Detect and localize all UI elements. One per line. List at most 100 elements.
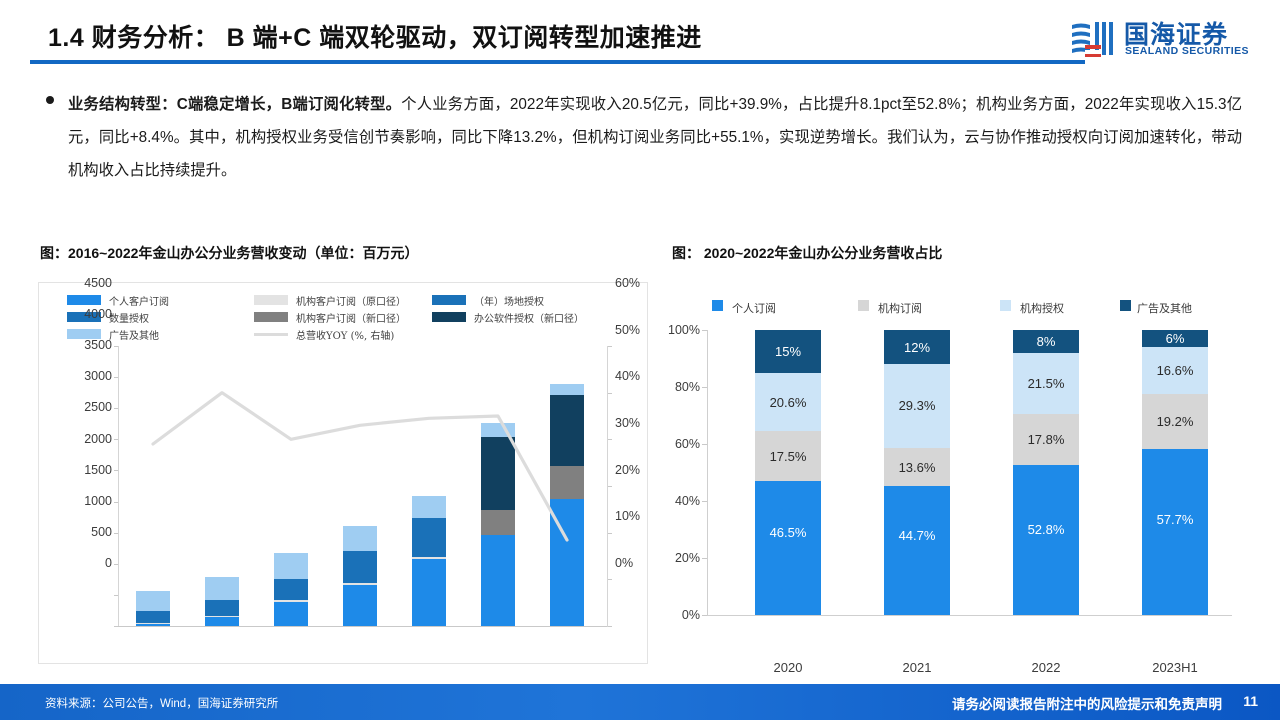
ytick-3500: 3500 bbox=[84, 338, 112, 353]
x-axis-line bbox=[118, 626, 607, 627]
share-xlabel-2021: 2021 bbox=[902, 660, 932, 675]
ytick-60pct: 60% bbox=[674, 437, 700, 451]
share-seg-inst-sub-2021: 13.6% bbox=[884, 447, 950, 487]
share-seg-ads-2021: 12% bbox=[884, 330, 950, 365]
legend-label-personal-subscription: 个人订阅 bbox=[732, 302, 776, 315]
legend-swatch-institution-subscription bbox=[858, 300, 869, 311]
legend-label-site-license: （年）场地授权 bbox=[474, 297, 544, 308]
right-chart-y-axis-line bbox=[707, 330, 708, 616]
share-seg-ads-2022: 8% bbox=[1013, 330, 1079, 353]
legend-swatch-personal-sub bbox=[67, 295, 101, 305]
legend-swatch-personal-subscription bbox=[712, 300, 723, 311]
left-y-axis: 0 500 1000 1500 2000 2500 3000 3500 4000… bbox=[39, 276, 118, 570]
ytick-1000: 1000 bbox=[84, 493, 112, 508]
left-y-axis-line bbox=[118, 346, 119, 627]
share-seg-personal-2020: 46.5% bbox=[755, 481, 821, 615]
ytick-500: 500 bbox=[91, 524, 112, 539]
ytick-3000: 3000 bbox=[84, 369, 112, 384]
share-seg-inst-license-2020: 20.6% bbox=[755, 372, 821, 432]
legend-label-inst-sub-old: 机构客户订阅（原口径） bbox=[296, 297, 406, 308]
left-tick-group bbox=[114, 346, 118, 627]
logo-english-name: SEALAND SECURITIES bbox=[1125, 45, 1249, 57]
bar-2016[interactable] bbox=[136, 590, 170, 626]
legend-swatch-site-license bbox=[432, 295, 466, 305]
yoy-line-series bbox=[151, 391, 569, 542]
share-seg-ads-2020: 15% bbox=[755, 330, 821, 373]
share-xlabel-2020: 2020 bbox=[773, 660, 803, 675]
share-seg-inst-sub-2022: 17.8% bbox=[1013, 414, 1079, 465]
right-chart-x-axis-line bbox=[707, 615, 1232, 616]
y2tick-50: 50% bbox=[615, 322, 641, 337]
legend-label-volume-license: 数量授权 bbox=[109, 314, 149, 325]
ytick-4500: 4500 bbox=[84, 276, 112, 290]
share-seg-inst-sub-2023h1: 19.2% bbox=[1142, 394, 1208, 450]
bar-2020[interactable] bbox=[412, 495, 446, 626]
legend-swatch-office-license-new bbox=[432, 312, 466, 322]
share-bar-2021[interactable]: 12% 29.3% 13.6% 44.7% bbox=[884, 330, 950, 615]
bullet-point-icon bbox=[46, 96, 54, 104]
bar-2021[interactable] bbox=[481, 423, 515, 626]
right-tick-group bbox=[608, 346, 612, 627]
legend-label-ads-other: 广告及其他 bbox=[109, 331, 159, 342]
y2tick-0: 0% bbox=[615, 556, 634, 570]
ytick-0: 0 bbox=[105, 556, 112, 570]
sealand-logo-icon bbox=[1072, 22, 1113, 57]
right-chart-panel: 个人订阅 机构订阅 机构授权 广告及其他 0% 20% 40% 60% 80% … bbox=[660, 292, 1250, 675]
share-bar-2023h1[interactable]: 6% 16.6% 19.2% 57.7% bbox=[1142, 330, 1208, 615]
right-y-axis: 0% 10% 20% 30% 40% 50% 60% bbox=[607, 276, 653, 570]
legend-swatch-institution-license bbox=[1000, 300, 1011, 311]
footer-disclaimer: 请务必阅读报告附注中的风险提示和免责声明 bbox=[952, 697, 1222, 712]
right-y-axis-line bbox=[607, 346, 608, 627]
share-xlabel-2022: 2022 bbox=[1031, 660, 1061, 675]
analysis-bullet: 业务结构转型：C端稳定增长，B端订阅化转型。个人业务方面，2022年实现收入20… bbox=[46, 88, 1242, 187]
ytick-4000: 4000 bbox=[84, 307, 112, 322]
legend-label-institution-license: 机构授权 bbox=[1020, 302, 1064, 315]
left-chart-panel: 个人客户订阅 数量授权 广告及其他 机构客户订阅（原口径） 机构客户订阅（新口径… bbox=[38, 276, 648, 708]
legend-swatch-advertising-other bbox=[1120, 300, 1131, 311]
share-seg-inst-license-2023h1: 16.6% bbox=[1142, 347, 1208, 395]
legend-swatch-inst-sub-new bbox=[254, 312, 288, 322]
legend-swatch-yoy-line bbox=[254, 333, 288, 336]
share-seg-inst-license-2021: 29.3% bbox=[884, 364, 950, 448]
ytick-80pct: 80% bbox=[674, 380, 700, 394]
ytick-40pct: 40% bbox=[674, 494, 700, 508]
legend-swatch-inst-sub-old bbox=[254, 295, 288, 305]
share-seg-inst-sub-2020: 17.5% bbox=[755, 431, 821, 482]
right-chart-y-axis: 0% 20% 40% 60% 80% 100% bbox=[660, 323, 707, 622]
bar-2019[interactable] bbox=[343, 525, 377, 626]
ytick-2500: 2500 bbox=[84, 400, 112, 415]
page-header: 1.4 财务分析： B 端+C 端双轮驱动，双订阅转型加速推进 国海证券 SEA… bbox=[0, 0, 1280, 70]
page-footer: 资料来源：公司公告，Wind，国海证券研究所 请务必阅读报告附注中的风险提示和免… bbox=[0, 684, 1280, 720]
footer-source: 资料来源：公司公告，Wind，国海证券研究所 bbox=[45, 698, 279, 710]
header-divider bbox=[30, 60, 1085, 64]
y2tick-60: 60% bbox=[615, 276, 641, 290]
y2tick-30: 30% bbox=[615, 416, 641, 430]
legend-label-personal-sub: 个人客户订阅 bbox=[109, 297, 169, 308]
footer-page-number: 11 bbox=[1243, 693, 1258, 709]
ytick-100pct: 100% bbox=[668, 323, 700, 337]
bar-2017[interactable] bbox=[205, 577, 239, 626]
page-title: 1.4 财务分析： B 端+C 端双轮驱动，双订阅转型加速推进 bbox=[48, 24, 702, 52]
share-seg-ads-2023h1: 6% bbox=[1142, 330, 1208, 348]
right-chart-plot: 15% 20.6% 17.5% 46.5% 2020 12% 29.3% 13.… bbox=[707, 330, 1232, 675]
legend-label-institution-subscription: 机构订阅 bbox=[878, 302, 922, 315]
share-seg-personal-2023h1: 57.7% bbox=[1142, 449, 1208, 615]
y2tick-40: 40% bbox=[615, 369, 641, 384]
ytick-0pct: 0% bbox=[681, 608, 700, 622]
y2tick-20: 20% bbox=[615, 462, 641, 477]
right-chart-tick-group bbox=[660, 330, 707, 616]
legend-label-office-license-new: 办公软件授权（新口径） bbox=[474, 314, 584, 325]
share-seg-personal-2022: 52.8% bbox=[1013, 464, 1079, 615]
company-logo: 国海证券 SEALAND SECURITIES bbox=[1068, 14, 1258, 62]
share-seg-personal-2021: 44.7% bbox=[884, 486, 950, 615]
bar-2018[interactable] bbox=[274, 553, 308, 626]
ytick-1500: 1500 bbox=[84, 462, 112, 477]
legend-label-advertising-other: 广告及其他 bbox=[1137, 302, 1192, 315]
share-bar-2022[interactable]: 8% 21.5% 17.8% 52.8% bbox=[1013, 330, 1079, 615]
legend-label-yoy-line: 总营收YOY (%, 右轴) bbox=[296, 331, 395, 342]
analysis-body: 个人业务方面，2022年实现收入20.5亿元，同比+39.9%，占比提升8.1p… bbox=[68, 96, 1242, 179]
left-chart-caption: 图：2016~2022年金山办公分业务营收变动（单位：百万元） bbox=[40, 245, 419, 261]
share-bar-2020[interactable]: 15% 20.6% 17.5% 46.5% bbox=[755, 330, 821, 615]
legend-swatch-ads-other bbox=[67, 329, 101, 339]
legend-label-inst-sub-new: 机构客户订阅（新口径） bbox=[296, 314, 406, 325]
